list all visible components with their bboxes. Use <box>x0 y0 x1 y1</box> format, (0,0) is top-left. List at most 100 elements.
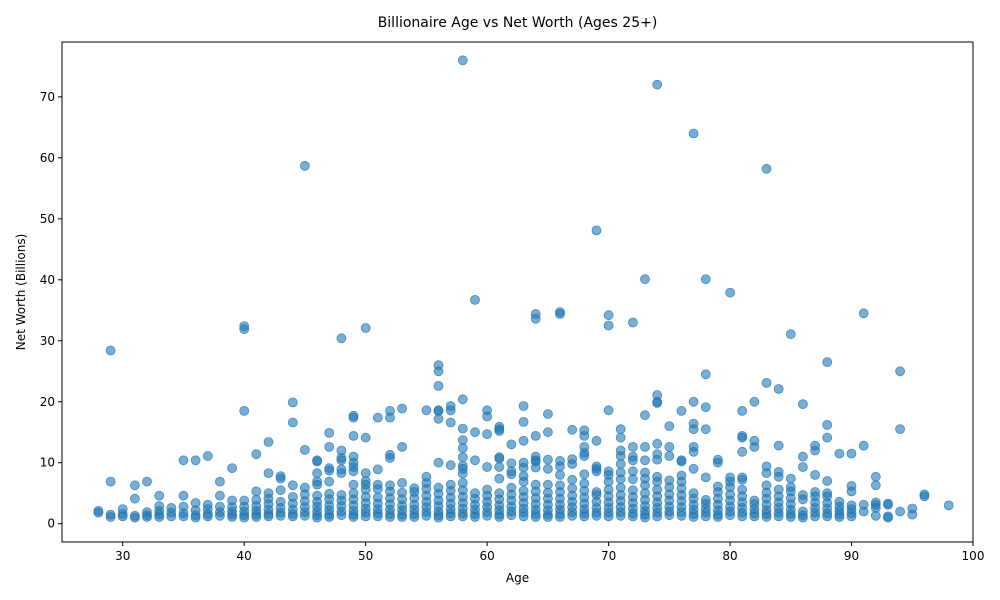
data-point <box>372 484 383 494</box>
data-point <box>725 287 735 298</box>
data-point <box>543 512 553 522</box>
data-point <box>275 485 286 496</box>
x-tick-label: 30 <box>115 549 130 563</box>
data-points <box>93 55 954 523</box>
data-point <box>737 474 748 485</box>
data-point <box>700 274 711 285</box>
data-point <box>785 473 796 484</box>
data-point <box>324 441 335 452</box>
data-point <box>858 440 869 451</box>
data-point <box>652 398 663 408</box>
data-point <box>567 510 578 521</box>
data-point <box>445 460 456 471</box>
data-point <box>348 466 359 477</box>
data-point <box>822 357 833 368</box>
data-point <box>907 509 918 520</box>
data-point <box>129 512 140 523</box>
data-point <box>445 405 456 416</box>
data-point <box>421 510 432 521</box>
data-point <box>688 446 699 457</box>
x-tick-label: 80 <box>722 549 737 563</box>
y-tick-label: 40 <box>40 273 55 287</box>
data-point <box>555 461 565 472</box>
data-point <box>749 511 760 522</box>
data-point <box>798 512 808 523</box>
y-tick-label: 70 <box>40 90 55 104</box>
data-point <box>299 160 310 171</box>
data-point <box>178 455 189 466</box>
data-point <box>348 479 359 490</box>
data-point <box>482 462 493 472</box>
data-point <box>591 466 602 477</box>
x-tick-label: 70 <box>601 549 616 563</box>
data-point <box>397 512 408 522</box>
data-point <box>457 423 468 434</box>
x-tick-label: 40 <box>237 549 252 563</box>
data-point <box>555 469 565 480</box>
plot-frame <box>61 41 974 543</box>
data-point <box>360 432 371 443</box>
data-point <box>287 417 298 428</box>
data-point <box>530 462 541 473</box>
data-point <box>603 511 614 522</box>
data-point <box>688 396 699 407</box>
data-point <box>433 457 444 468</box>
x-tick-label: 100 <box>962 549 985 563</box>
data-point <box>494 462 505 472</box>
data-point <box>883 512 893 523</box>
data-point <box>445 417 456 428</box>
data-point <box>445 511 456 522</box>
data-point <box>227 463 238 474</box>
data-point <box>798 462 808 472</box>
data-point <box>251 512 262 522</box>
data-point <box>761 163 772 174</box>
data-point <box>324 512 335 522</box>
data-point <box>482 510 493 521</box>
data-point <box>725 510 735 521</box>
data-point <box>457 394 468 405</box>
data-point <box>846 511 857 522</box>
data-point <box>287 397 298 408</box>
data-point <box>518 511 529 522</box>
data-point <box>652 79 663 90</box>
data-point <box>348 512 359 522</box>
data-point <box>737 446 748 457</box>
data-point <box>579 511 590 522</box>
y-axis-label: Net Worth (Billions) <box>14 234 28 351</box>
data-point <box>433 413 444 424</box>
data-point <box>737 511 748 522</box>
data-point <box>555 512 565 522</box>
data-point <box>543 463 553 474</box>
data-point <box>518 401 529 411</box>
data-point <box>676 405 687 416</box>
data-point <box>214 510 225 521</box>
data-point <box>700 472 711 483</box>
data-point <box>761 512 772 522</box>
data-point <box>858 308 869 319</box>
data-point <box>810 511 820 522</box>
data-point <box>785 512 796 522</box>
data-point <box>239 324 250 335</box>
data-point <box>773 384 784 394</box>
data-point <box>870 480 881 491</box>
data-point <box>397 441 408 452</box>
data-point <box>190 455 201 466</box>
data-point <box>336 510 347 521</box>
data-point <box>518 476 529 487</box>
data-point <box>749 396 760 407</box>
data-point <box>409 512 420 522</box>
data-point <box>470 427 480 438</box>
y-tick-label: 10 <box>40 456 55 470</box>
data-point <box>810 445 820 456</box>
data-point <box>105 345 116 356</box>
data-point <box>494 512 505 522</box>
data-point <box>737 432 748 443</box>
data-point <box>700 511 711 522</box>
data-point <box>846 486 857 497</box>
data-point <box>348 412 359 423</box>
data-point <box>676 510 687 521</box>
data-point <box>166 511 177 522</box>
data-point <box>372 464 383 475</box>
data-point <box>105 476 116 487</box>
